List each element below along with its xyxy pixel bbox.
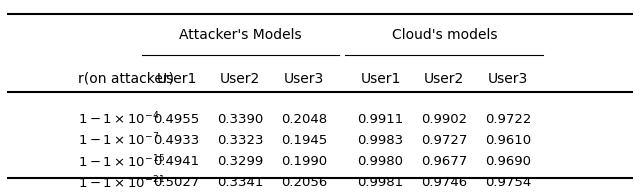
Text: 0.9980: 0.9980 [358,155,404,168]
Text: $1 - 1 \times 10^{-7}$: $1 - 1 \times 10^{-7}$ [78,132,159,149]
Text: 0.9746: 0.9746 [421,176,467,189]
Text: Attacker's Models: Attacker's Models [179,28,301,41]
Text: 0.1990: 0.1990 [281,155,327,168]
Text: 0.9902: 0.9902 [421,113,467,126]
Text: 0.4955: 0.4955 [154,113,200,126]
Text: 0.3323: 0.3323 [217,134,264,147]
Text: $1 - 1 \times 10^{-4}$: $1 - 1 \times 10^{-4}$ [78,111,159,128]
Text: User1: User1 [360,72,401,86]
Text: 0.4933: 0.4933 [154,134,200,147]
Text: Cloud's models: Cloud's models [392,28,497,41]
Text: 0.2056: 0.2056 [281,176,327,189]
Text: 0.3341: 0.3341 [217,176,264,189]
Text: User1: User1 [156,72,197,86]
Text: User2: User2 [424,72,465,86]
Text: r(on attacker): r(on attacker) [78,72,174,86]
Text: 0.9722: 0.9722 [484,113,531,126]
Text: 0.9610: 0.9610 [485,134,531,147]
Text: 0.9690: 0.9690 [485,155,531,168]
Text: 0.4941: 0.4941 [154,155,200,168]
Text: 0.2048: 0.2048 [281,113,327,126]
Text: 0.1945: 0.1945 [281,134,327,147]
Text: 0.9911: 0.9911 [357,113,404,126]
Text: 0.9981: 0.9981 [358,176,404,189]
Text: 0.3390: 0.3390 [217,113,264,126]
Text: 0.5027: 0.5027 [154,176,200,189]
Text: $1 - 1 \times 10^{-15}$: $1 - 1 \times 10^{-15}$ [78,153,165,170]
Text: User2: User2 [220,72,260,86]
Text: $1 - 1 \times 10^{-21}$: $1 - 1 \times 10^{-21}$ [78,174,165,191]
Text: 0.9727: 0.9727 [421,134,467,147]
Text: User3: User3 [284,72,324,86]
Text: 0.9677: 0.9677 [421,155,467,168]
Text: User3: User3 [488,72,528,86]
Text: 0.3299: 0.3299 [217,155,264,168]
Text: 0.9754: 0.9754 [485,176,531,189]
Text: 0.9983: 0.9983 [358,134,404,147]
